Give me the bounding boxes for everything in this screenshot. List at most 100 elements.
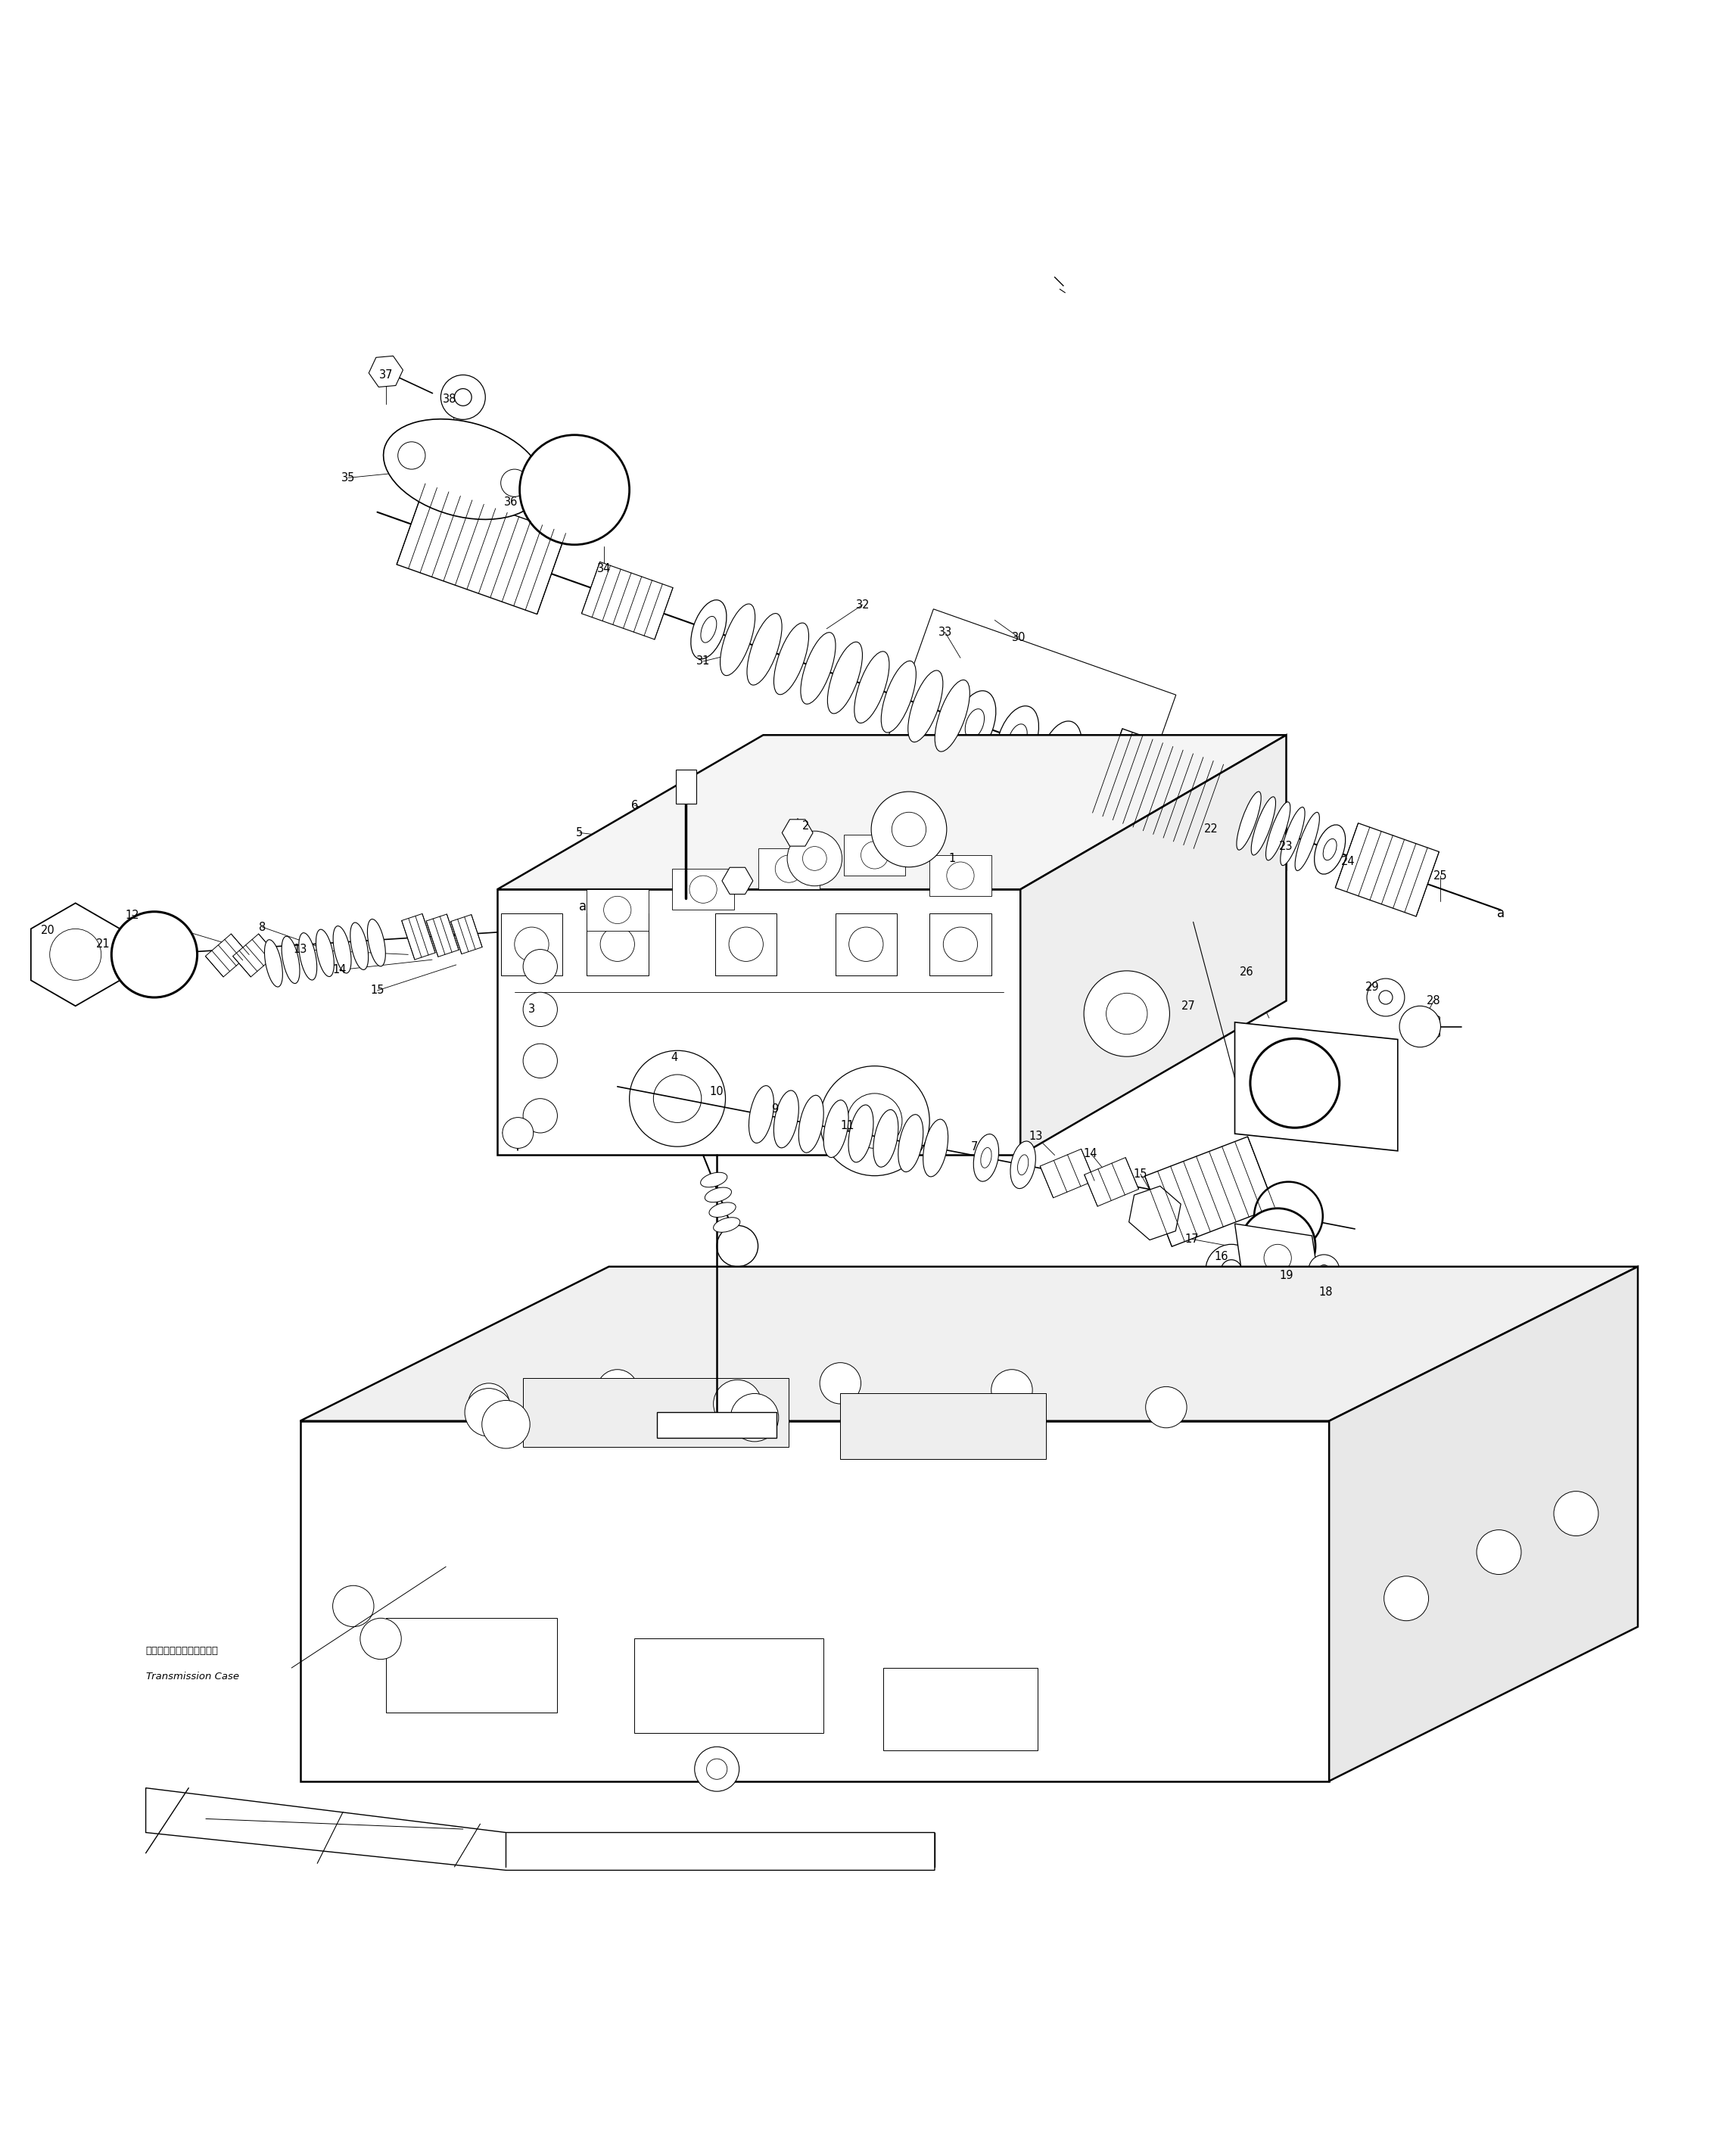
Polygon shape <box>1235 1022 1398 1151</box>
Circle shape <box>111 912 197 998</box>
Polygon shape <box>427 914 458 957</box>
Text: 19: 19 <box>1279 1270 1293 1281</box>
Bar <box>501 914 563 975</box>
Circle shape <box>629 1050 725 1147</box>
Circle shape <box>713 1380 761 1427</box>
Circle shape <box>849 927 883 962</box>
Circle shape <box>943 927 978 962</box>
Polygon shape <box>206 934 249 977</box>
Text: 22: 22 <box>1204 824 1218 834</box>
Circle shape <box>1399 1007 1441 1048</box>
Polygon shape <box>722 867 753 895</box>
Circle shape <box>820 1363 861 1404</box>
Ellipse shape <box>996 705 1039 772</box>
Ellipse shape <box>849 1104 873 1162</box>
Text: 21: 21 <box>96 938 110 951</box>
Text: 8: 8 <box>259 921 266 934</box>
Text: a: a <box>580 899 587 914</box>
Ellipse shape <box>907 671 943 742</box>
Text: 37: 37 <box>379 369 393 382</box>
Polygon shape <box>1092 729 1223 849</box>
Bar <box>676 770 696 804</box>
Text: 15: 15 <box>1134 1169 1147 1179</box>
Polygon shape <box>1128 1186 1182 1240</box>
Text: 30: 30 <box>1012 632 1026 642</box>
Circle shape <box>1367 979 1405 1015</box>
Polygon shape <box>31 903 120 1007</box>
Circle shape <box>465 1388 513 1436</box>
Polygon shape <box>401 914 436 959</box>
Circle shape <box>604 897 631 923</box>
Polygon shape <box>502 1119 533 1147</box>
Circle shape <box>1309 1255 1339 1285</box>
Bar <box>587 890 648 931</box>
Circle shape <box>947 862 974 890</box>
Polygon shape <box>233 934 276 977</box>
Text: 23: 23 <box>1279 841 1293 852</box>
Ellipse shape <box>773 623 809 694</box>
Circle shape <box>1379 990 1393 1005</box>
Circle shape <box>861 841 888 869</box>
Ellipse shape <box>966 709 984 740</box>
Circle shape <box>731 1393 779 1442</box>
Circle shape <box>871 791 947 867</box>
Circle shape <box>523 992 557 1026</box>
Ellipse shape <box>264 940 283 987</box>
Ellipse shape <box>720 604 755 675</box>
Polygon shape <box>146 1787 935 1869</box>
Circle shape <box>523 1044 557 1078</box>
Ellipse shape <box>1237 791 1261 849</box>
Ellipse shape <box>705 1188 732 1203</box>
Circle shape <box>803 847 827 871</box>
Text: 14: 14 <box>1084 1147 1098 1160</box>
Bar <box>715 914 777 975</box>
Ellipse shape <box>298 934 317 981</box>
Text: 17: 17 <box>1185 1233 1199 1244</box>
Bar <box>883 1669 1038 1751</box>
Circle shape <box>50 929 101 981</box>
Ellipse shape <box>700 1173 727 1188</box>
Text: 6: 6 <box>631 800 638 811</box>
Text: 35: 35 <box>341 472 355 483</box>
Text: 15: 15 <box>370 985 384 996</box>
Ellipse shape <box>384 418 542 520</box>
Ellipse shape <box>1295 813 1319 871</box>
Ellipse shape <box>367 918 386 966</box>
Ellipse shape <box>981 1147 991 1169</box>
Polygon shape <box>300 1266 1638 1421</box>
Circle shape <box>729 927 763 962</box>
Text: 7: 7 <box>971 1141 978 1151</box>
Bar <box>587 914 648 975</box>
Circle shape <box>892 813 926 847</box>
Text: 32: 32 <box>856 599 870 610</box>
Ellipse shape <box>899 1115 923 1173</box>
Ellipse shape <box>823 1100 849 1158</box>
Ellipse shape <box>935 679 969 752</box>
Circle shape <box>1106 994 1147 1035</box>
Polygon shape <box>497 890 1020 1156</box>
Circle shape <box>787 830 842 886</box>
Text: 29: 29 <box>1365 981 1379 992</box>
Circle shape <box>454 388 472 405</box>
Ellipse shape <box>1051 740 1070 770</box>
Bar <box>930 914 991 975</box>
Polygon shape <box>581 563 672 640</box>
Circle shape <box>1146 1386 1187 1427</box>
Text: 3: 3 <box>528 1005 535 1015</box>
Circle shape <box>653 1074 701 1123</box>
Text: 5: 5 <box>576 828 583 839</box>
Bar <box>930 856 991 897</box>
Ellipse shape <box>333 925 352 972</box>
Polygon shape <box>300 1421 1329 1781</box>
Bar <box>844 834 906 875</box>
Circle shape <box>398 442 425 470</box>
Ellipse shape <box>828 642 863 714</box>
Polygon shape <box>451 914 482 953</box>
Bar <box>386 1619 557 1712</box>
Text: 34: 34 <box>597 563 611 573</box>
Circle shape <box>1206 1244 1257 1296</box>
Circle shape <box>1084 970 1170 1056</box>
Text: 24: 24 <box>1341 856 1355 867</box>
Circle shape <box>333 1585 374 1628</box>
Circle shape <box>441 375 485 420</box>
